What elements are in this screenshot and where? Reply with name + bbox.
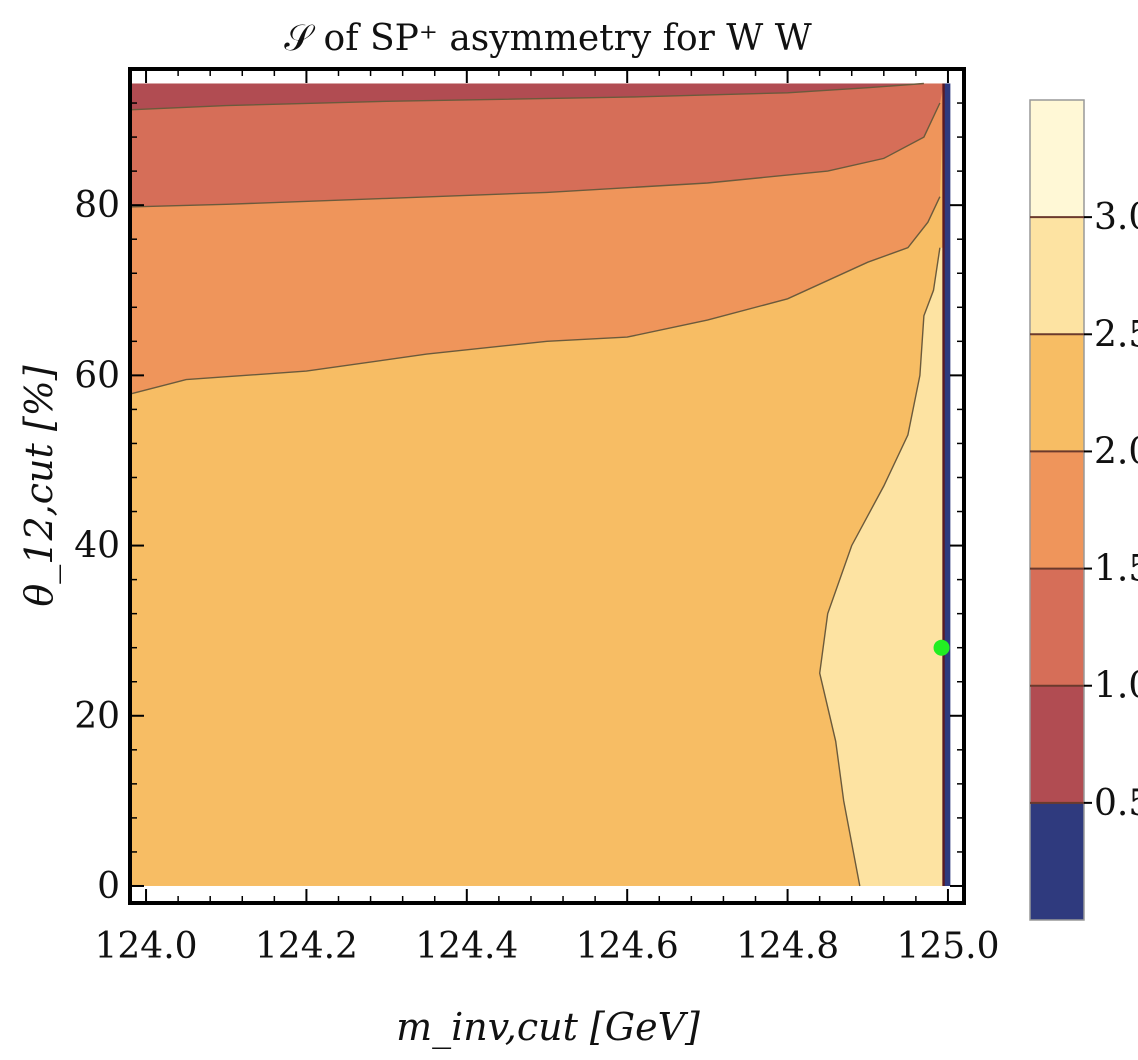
colorbar-tick-label: 0.5 [1094, 783, 1138, 824]
x-tick-label: 125.0 [896, 926, 999, 967]
x-axis-label: m_inv,cut [GeV] [396, 1005, 700, 1050]
edge-strip-blue [944, 83, 951, 886]
y-tick-label: 80 [74, 185, 120, 226]
colorbar-band [1030, 100, 1084, 218]
colorbar-band [1030, 568, 1084, 686]
marker-point [933, 639, 950, 656]
contour-fills [130, 83, 944, 886]
x-tick-label: 124.6 [576, 926, 679, 967]
colorbar-frame [1029, 99, 1085, 921]
y-tick-label: 60 [74, 355, 120, 396]
contour-line-1.5 [129, 102, 941, 208]
edge-strip-red [942, 83, 946, 886]
band-0.5-1.0 [130, 83, 924, 110]
y-tick-label: 0 [97, 866, 120, 907]
colorbar-band [1030, 451, 1084, 569]
band-1.0-1.5 [130, 83, 944, 207]
colorbar-tick-label: 3.0 [1094, 197, 1138, 238]
y-axis-label: θ_12,cut [%] [17, 365, 62, 606]
y-axis-ticks: 0 20 40 60 80 [74, 102, 964, 907]
x-tick-label: 124.4 [415, 926, 518, 967]
colorbar-tick-label: 2.5 [1094, 314, 1138, 355]
contour-line-2 [129, 196, 941, 395]
y-tick-label: 20 [74, 696, 120, 737]
band-2.5-3.0 [819, 247, 944, 886]
colorbar-tick-label: 2.0 [1094, 431, 1138, 472]
plot-area: 124.0 124.2 124.4 124.6 124.8 125.0 0 20 40 60 80 [74, 67, 999, 967]
x-axis-ticks: 124.0 124.2 124.4 124.6 124.8 125.0 [95, 69, 999, 967]
colorbar-tick-label: 1.5 [1094, 549, 1138, 590]
colorbar-band [1030, 217, 1084, 335]
x-tick-label: 124.8 [736, 926, 839, 967]
x-tick-label: 124.2 [255, 926, 358, 967]
colorbar-tick-label: 1.0 [1094, 666, 1138, 707]
contour-line-1 [129, 82, 924, 111]
colorbar-band [1030, 334, 1084, 452]
y-tick-label: 40 [74, 526, 120, 567]
contour-line-2.5 [818, 247, 941, 887]
edge-strip [942, 83, 951, 886]
x-tick-label: 124.0 [95, 926, 198, 967]
chart-title: 𝒮 of SP⁺ asymmetry for W W [284, 18, 812, 59]
plot-frame [128, 67, 966, 905]
colorbar: 0.5 1.0 1.5 2.0 2.5 3.0 [1029, 99, 1138, 921]
colorbar-band [1030, 802, 1084, 920]
colorbar-band [1030, 685, 1084, 803]
contour-lines [129, 82, 941, 887]
